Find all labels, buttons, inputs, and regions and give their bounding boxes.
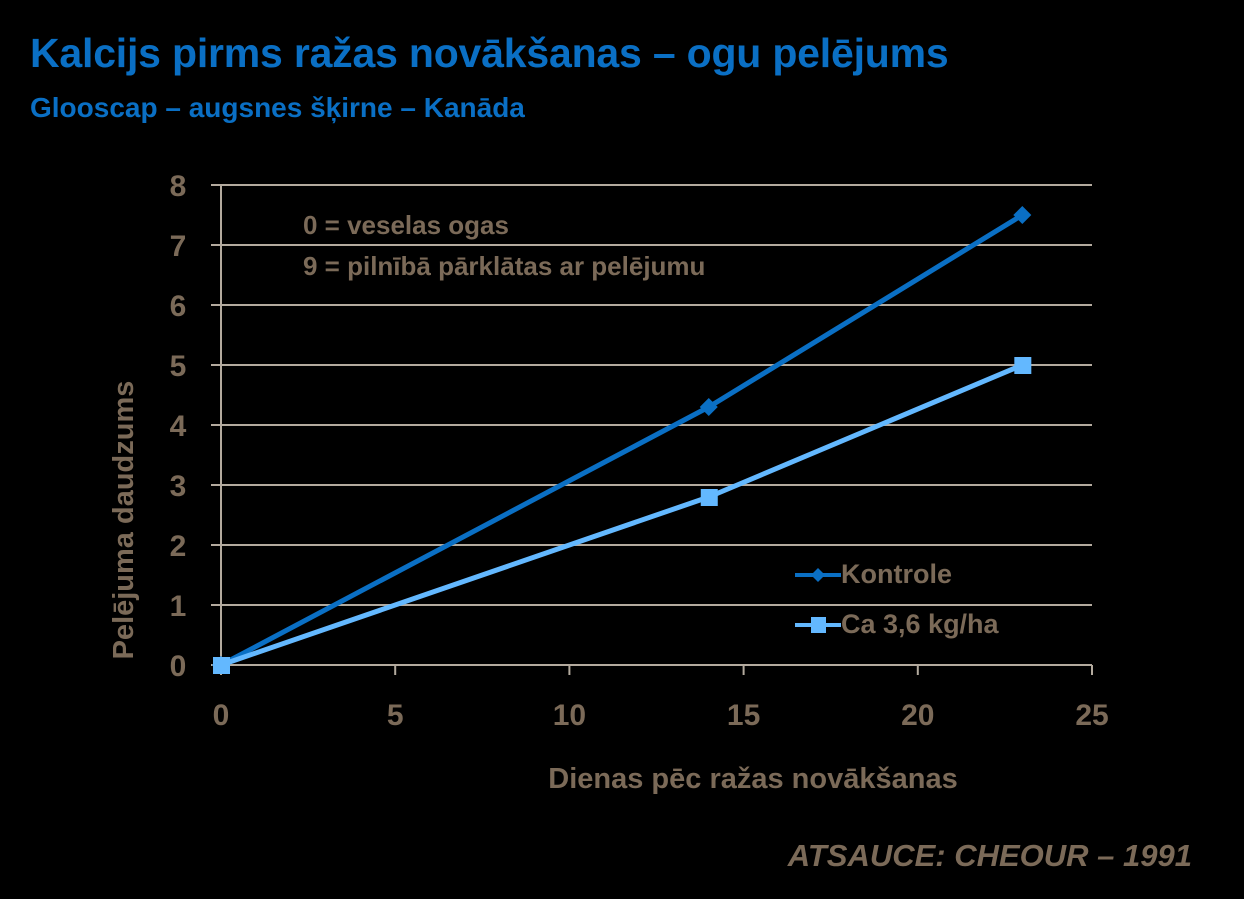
y-tick-label: 5 (170, 350, 187, 383)
x-tick-label: 20 (901, 699, 934, 732)
square-marker-icon (795, 616, 841, 633)
series-line-0 (219, 212, 1024, 668)
scale-note-0: 0 = veselas ogas (303, 210, 509, 240)
x-tick-label: 15 (727, 699, 760, 732)
square-marker-icon (700, 489, 718, 506)
legend-item-ca: Ca 3,6 kg/ha (795, 609, 999, 640)
diamond-marker-icon (795, 567, 841, 582)
y-tick-label: 3 (170, 470, 187, 503)
axes: 0 1 2 3 4 5 6 7 8 0 5 10 15 20 25 (170, 170, 1109, 732)
y-tick-label: 1 (170, 590, 187, 623)
x-tick-label: 5 (387, 699, 404, 732)
square-marker-icon (1014, 357, 1032, 374)
y-tick-label: 0 (170, 650, 187, 683)
gridlines (211, 184, 1092, 606)
y-tick-label: 7 (170, 230, 187, 263)
chart-title: Kalcijs pirms ražas novākšanas – ogu pel… (30, 30, 949, 76)
x-axis-label: Dienas pēc ražas novākšanas (548, 763, 957, 795)
diamond-marker-icon (699, 398, 718, 416)
scale-note-9: 9 = pilnībā pārklātas ar pelējumu (303, 251, 706, 281)
source-citation: ATSAUCE: CHEOUR – 1991 (787, 838, 1192, 873)
legend-item-kontrole: Kontrole (795, 559, 952, 590)
square-marker-icon (213, 657, 230, 674)
y-tick-label: 6 (170, 290, 187, 323)
x-tick-label: 25 (1075, 699, 1108, 732)
legend-label-ca: Ca 3,6 kg/ha (841, 609, 999, 639)
y-axis-label: Pelējuma daudzums (108, 381, 140, 660)
y-tick-label: 8 (170, 170, 187, 203)
diamond-marker-icon (1013, 206, 1032, 224)
y-tick-label: 2 (170, 530, 187, 563)
chart-subtitle: Glooscap – augsnes šķirne – Kanāda (30, 92, 525, 123)
y-tick-label: 4 (170, 410, 187, 443)
x-tick-label: 0 (213, 699, 230, 732)
legend-label-kontrole: Kontrole (841, 559, 952, 589)
x-tick-label: 10 (553, 699, 586, 732)
data-series (212, 206, 1032, 674)
